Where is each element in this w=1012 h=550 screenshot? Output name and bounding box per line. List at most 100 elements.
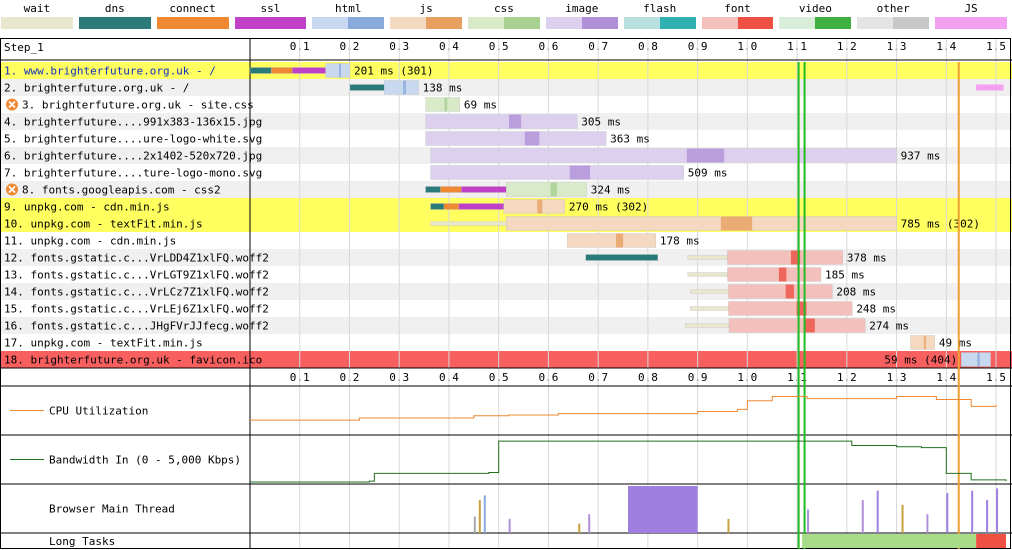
legend-item-video: video <box>779 0 852 32</box>
legend-item-js: js <box>390 0 463 32</box>
legend-label: css <box>494 2 514 15</box>
legend-label: video <box>798 2 832 15</box>
request-timing: 305 ms <box>581 116 621 129</box>
main-thread-spike <box>578 523 581 533</box>
request-timing: 378 ms <box>847 252 887 265</box>
bar-js-chunk <box>616 233 624 248</box>
request-label: 8. fonts.googleapis.com - css2 <box>22 184 221 197</box>
bar-html <box>384 80 419 95</box>
bar-wait <box>690 289 729 294</box>
legend-swatch <box>78 17 151 29</box>
bar-js <box>567 233 657 248</box>
bar-wait <box>685 323 730 328</box>
bar-js-chunk <box>537 199 543 214</box>
bar-font <box>728 284 833 299</box>
row-background <box>0 62 1012 79</box>
bar-html <box>325 63 351 78</box>
bar-image-chunk <box>686 148 725 163</box>
main-thread-spike <box>901 504 904 533</box>
bar-js-chunk <box>923 335 926 350</box>
legend-item-js-execution: JS Execution <box>935 0 1007 32</box>
request-timing: 49 ms <box>939 337 972 350</box>
request-timing: 59 ms (404) <box>884 354 957 367</box>
request-timing: 69 ms <box>464 99 497 112</box>
request-timing: 248 ms <box>856 303 896 316</box>
cpu-line <box>250 395 997 421</box>
request-label: 12. fonts.gstatic.c...VrLDD4Z1xlFQ.woff2 <box>4 252 269 265</box>
long-task-block <box>976 534 1006 548</box>
main-thread-spike <box>588 514 591 533</box>
row-background <box>0 351 1012 368</box>
legend-swatch <box>312 17 385 29</box>
legend-swatch <box>234 17 307 29</box>
legend-label: wait <box>23 2 51 15</box>
bar-wait <box>430 221 507 226</box>
bar-font-chunk <box>796 301 807 316</box>
request-timing: 785 ms (302) <box>901 218 980 231</box>
bar-css-chunk <box>444 97 448 112</box>
bar-font <box>728 318 866 333</box>
bar-dns <box>430 203 445 210</box>
request-label: 5. brighterfuture....ure-logo-white.svg <box>4 133 262 146</box>
request-label: 1. www.brighterfuture.org.uk - / <box>4 65 216 78</box>
main-thread-spike <box>986 500 989 533</box>
legend-item-dns: dns <box>78 0 151 32</box>
main-thread-block <box>628 486 698 533</box>
bar-ssl <box>461 186 507 193</box>
legend-item-css: css <box>468 0 540 32</box>
legend-item-image: image <box>545 0 618 32</box>
main-thread-spike <box>861 500 864 533</box>
bar-js <box>503 199 565 214</box>
main-thread-spike <box>473 516 476 533</box>
legend-swatch <box>1 17 73 29</box>
request-timing: 208 ms <box>836 286 876 299</box>
legend-swatch <box>701 17 774 29</box>
bar-ssl <box>292 67 326 74</box>
request-timing: 178 ms <box>660 235 700 248</box>
legend-swatch <box>468 17 540 29</box>
metric-label: Bandwidth In (0 - 5,000 Kbps) <box>49 454 241 467</box>
js-execution-mark <box>976 84 1004 91</box>
request-timing: 138 ms <box>423 82 463 95</box>
request-label: 17. unpkg.com - textFit.min.js <box>4 337 203 350</box>
bar-dns <box>585 254 658 261</box>
legend-item-wait: wait <box>1 0 73 32</box>
bar-ssl <box>458 203 504 210</box>
bar-font <box>727 250 844 265</box>
bar-css <box>425 97 461 112</box>
bar-html-chunk <box>403 80 406 95</box>
bar-image-chunk <box>524 131 540 146</box>
bar-image <box>425 131 607 146</box>
bar-font-chunk <box>790 250 801 265</box>
bar-dns <box>249 67 272 74</box>
chart-frame <box>0 38 1011 549</box>
bar-js <box>910 335 936 350</box>
request-label: 14. fonts.gstatic.c...VrLCz7Z1xlFQ.woff2 <box>4 286 269 299</box>
request-timing: 274 ms <box>869 320 909 333</box>
main-thread-spike <box>508 518 511 533</box>
request-label: 9. unpkg.com - cdn.min.js <box>4 201 170 214</box>
bar-wait <box>687 255 728 260</box>
legend-swatch <box>857 17 930 29</box>
bar-js <box>505 216 897 231</box>
bar-js-chunk <box>720 216 753 231</box>
bar-html-chunk <box>339 63 341 78</box>
legend-swatch <box>935 17 1007 29</box>
legend-item-connect: connect <box>156 0 229 32</box>
request-timing: 937 ms <box>901 150 941 163</box>
step-label: Step_1 <box>4 41 44 54</box>
request-label: 10. unpkg.com - textFit.min.js <box>4 218 203 231</box>
legend-label: font <box>724 2 751 15</box>
bar-css-chunk <box>550 182 557 197</box>
legend-item-font: font <box>701 0 774 32</box>
legend-item-flash: flash <box>623 0 696 32</box>
request-label: 18. brighterfuture.org.uk - favicon.ico <box>4 354 262 367</box>
request-label: 2. brighterfuture.org.uk - / <box>4 82 189 95</box>
request-timing: 363 ms <box>610 133 650 146</box>
legend-label: image <box>565 2 599 15</box>
request-label: 11. unpkg.com - cdn.min.js <box>4 235 176 248</box>
request-timing: 324 ms <box>591 184 631 197</box>
request-label: 4. brighterfuture....991x383-136x15.jpg <box>4 116 262 129</box>
bar-font-chunk <box>778 267 787 282</box>
